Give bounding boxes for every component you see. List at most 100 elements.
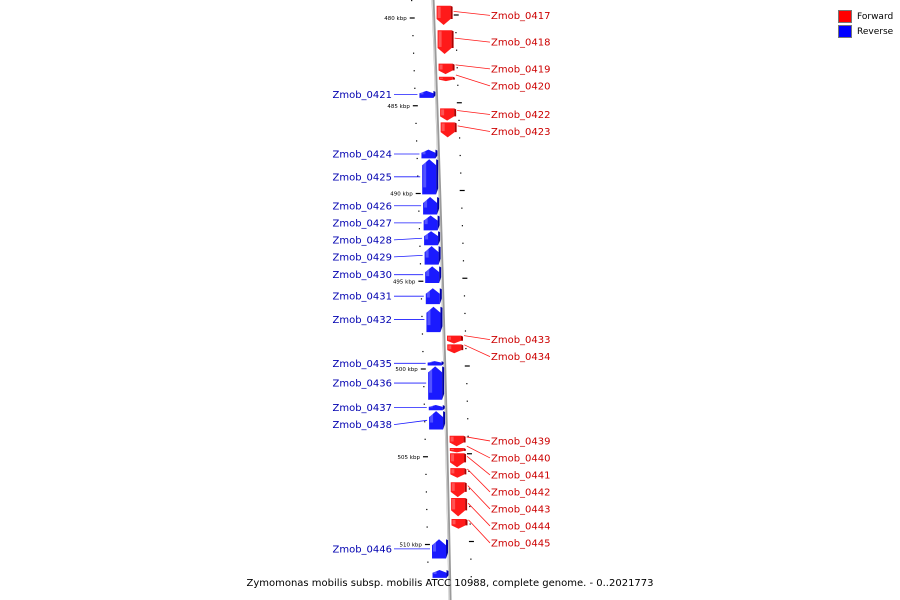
gene-feature[interactable] <box>426 306 443 333</box>
gene-label[interactable]: Zmob_0436 <box>332 379 392 390</box>
gene-feature[interactable] <box>429 411 446 430</box>
gene-feature[interactable] <box>428 366 445 400</box>
gene-feature[interactable] <box>428 404 445 411</box>
forward-gene-arrow[interactable] <box>450 453 465 468</box>
forward-gene-arrow[interactable] <box>450 468 465 478</box>
reverse-gene-arrow[interactable] <box>424 231 439 246</box>
gene-feature[interactable] <box>449 435 466 447</box>
gene-label[interactable]: Zmob_0431 <box>332 292 392 303</box>
legend-item-forward[interactable]: Forward <box>838 9 893 24</box>
gene-feature[interactable] <box>450 482 467 498</box>
reverse-gene-arrow[interactable] <box>423 215 438 231</box>
gene-label[interactable]: Zmob_0427 <box>332 218 392 229</box>
forward-gene-arrow[interactable] <box>451 519 466 529</box>
reverse-gene-arrow[interactable] <box>427 361 442 366</box>
forward-gene-arrow[interactable] <box>450 482 465 498</box>
forward-gene-arrow[interactable] <box>440 122 455 138</box>
minor-tick <box>425 491 427 493</box>
reverse-gene-arrow[interactable] <box>425 288 440 305</box>
reverse-gene-arrow[interactable] <box>428 404 443 411</box>
gene-label[interactable]: Zmob_0435 <box>332 359 392 370</box>
gene-feature[interactable] <box>432 539 449 559</box>
reverse-gene-arrow[interactable] <box>432 539 447 559</box>
gene-label[interactable]: Zmob_0421 <box>332 90 392 101</box>
gene-track[interactable] <box>419 5 468 578</box>
gene-label[interactable]: Zmob_0417 <box>491 11 551 22</box>
reverse-gene-arrow[interactable] <box>432 569 447 578</box>
reverse-gene-arrow[interactable] <box>423 197 438 215</box>
reverse-gene-arrow[interactable] <box>425 266 440 284</box>
gene-label[interactable]: Zmob_0418 <box>491 38 551 49</box>
gene-feature[interactable] <box>437 30 454 54</box>
forward-gene-arrow[interactable] <box>440 108 455 121</box>
reverse-gene-arrow[interactable] <box>421 149 436 159</box>
gene-label[interactable]: Zmob_0442 <box>491 487 551 498</box>
gene-feature[interactable] <box>449 447 466 453</box>
gene-label[interactable]: Zmob_0422 <box>491 110 551 121</box>
gene-side-shade <box>446 569 449 578</box>
forward-gene-arrow[interactable] <box>438 63 453 75</box>
gene-label[interactable]: Zmob_0420 <box>491 81 551 92</box>
reverse-gene-arrow[interactable] <box>429 411 444 430</box>
gene-label[interactable]: Zmob_0445 <box>491 538 551 549</box>
gene-label[interactable]: Zmob_0423 <box>491 127 551 138</box>
gene-feature[interactable] <box>424 246 441 265</box>
gene-label[interactable]: Zmob_0443 <box>491 504 551 515</box>
forward-gene-arrow[interactable] <box>449 435 464 447</box>
gene-label[interactable]: Zmob_0441 <box>491 470 551 481</box>
gene-label[interactable]: Zmob_0438 <box>332 420 392 431</box>
legend-item-reverse[interactable]: Reverse <box>838 24 893 39</box>
gene-feature[interactable] <box>424 231 441 246</box>
gene-feature[interactable] <box>422 159 439 195</box>
gene-feature[interactable] <box>451 497 468 517</box>
gene-label[interactable]: Zmob_0430 <box>332 270 392 281</box>
gene-feature[interactable] <box>447 344 464 354</box>
gene-feature[interactable] <box>425 288 442 305</box>
gene-feature[interactable] <box>419 90 436 98</box>
gene-feature[interactable] <box>446 335 463 344</box>
gene-feature[interactable] <box>432 569 449 578</box>
gene-label[interactable]: Zmob_0428 <box>332 235 392 246</box>
gene-label[interactable]: Zmob_0433 <box>491 335 551 346</box>
gene-feature[interactable] <box>427 361 444 366</box>
gene-feature[interactable] <box>436 5 453 26</box>
gene-feature[interactable] <box>440 122 457 138</box>
minor-tick <box>425 473 427 475</box>
gene-label[interactable]: Zmob_0419 <box>491 64 551 75</box>
forward-gene-arrow[interactable] <box>449 447 464 453</box>
gene-label[interactable]: Zmob_0424 <box>332 150 392 161</box>
gene-label[interactable]: Zmob_0432 <box>332 315 392 326</box>
gene-feature[interactable] <box>440 108 457 121</box>
gene-feature[interactable] <box>438 63 455 75</box>
gene-feature[interactable] <box>451 519 468 529</box>
forward-gene-arrow[interactable] <box>451 497 466 517</box>
forward-gene-arrow[interactable] <box>438 76 453 82</box>
reverse-gene-arrow[interactable] <box>428 366 443 400</box>
forward-gene-arrow[interactable] <box>437 30 452 54</box>
gene-label[interactable]: Zmob_0446 <box>332 544 392 555</box>
gene-label[interactable]: Zmob_0426 <box>332 201 392 212</box>
gene-label[interactable]: Zmob_0425 <box>332 172 392 183</box>
gene-feature[interactable] <box>450 453 467 468</box>
gene-label[interactable]: Zmob_0440 <box>491 453 551 464</box>
gene-feature[interactable] <box>421 149 438 159</box>
gene-feature[interactable] <box>423 197 440 215</box>
minor-tick-right <box>470 576 472 578</box>
forward-gene-arrow[interactable] <box>436 5 451 26</box>
reverse-gene-arrow[interactable] <box>426 306 441 333</box>
gene-label[interactable]: Zmob_0434 <box>491 352 551 363</box>
forward-gene-arrow[interactable] <box>446 335 461 344</box>
gene-label[interactable]: Zmob_0429 <box>332 252 392 263</box>
gene-label[interactable]: Zmob_0444 <box>491 521 551 532</box>
gene-label[interactable]: Zmob_0437 <box>332 403 392 414</box>
forward-gene-arrow[interactable] <box>447 344 462 354</box>
gene-feature[interactable] <box>450 468 467 478</box>
reverse-gene-arrow[interactable] <box>419 90 434 98</box>
gene-feature[interactable] <box>438 76 455 82</box>
reverse-gene-arrow[interactable] <box>424 246 439 265</box>
gene-label[interactable]: Zmob_0439 <box>491 436 551 447</box>
gene-feature[interactable] <box>425 266 442 284</box>
reverse-gene-arrow[interactable] <box>422 159 437 195</box>
gene-feature[interactable] <box>423 215 440 231</box>
